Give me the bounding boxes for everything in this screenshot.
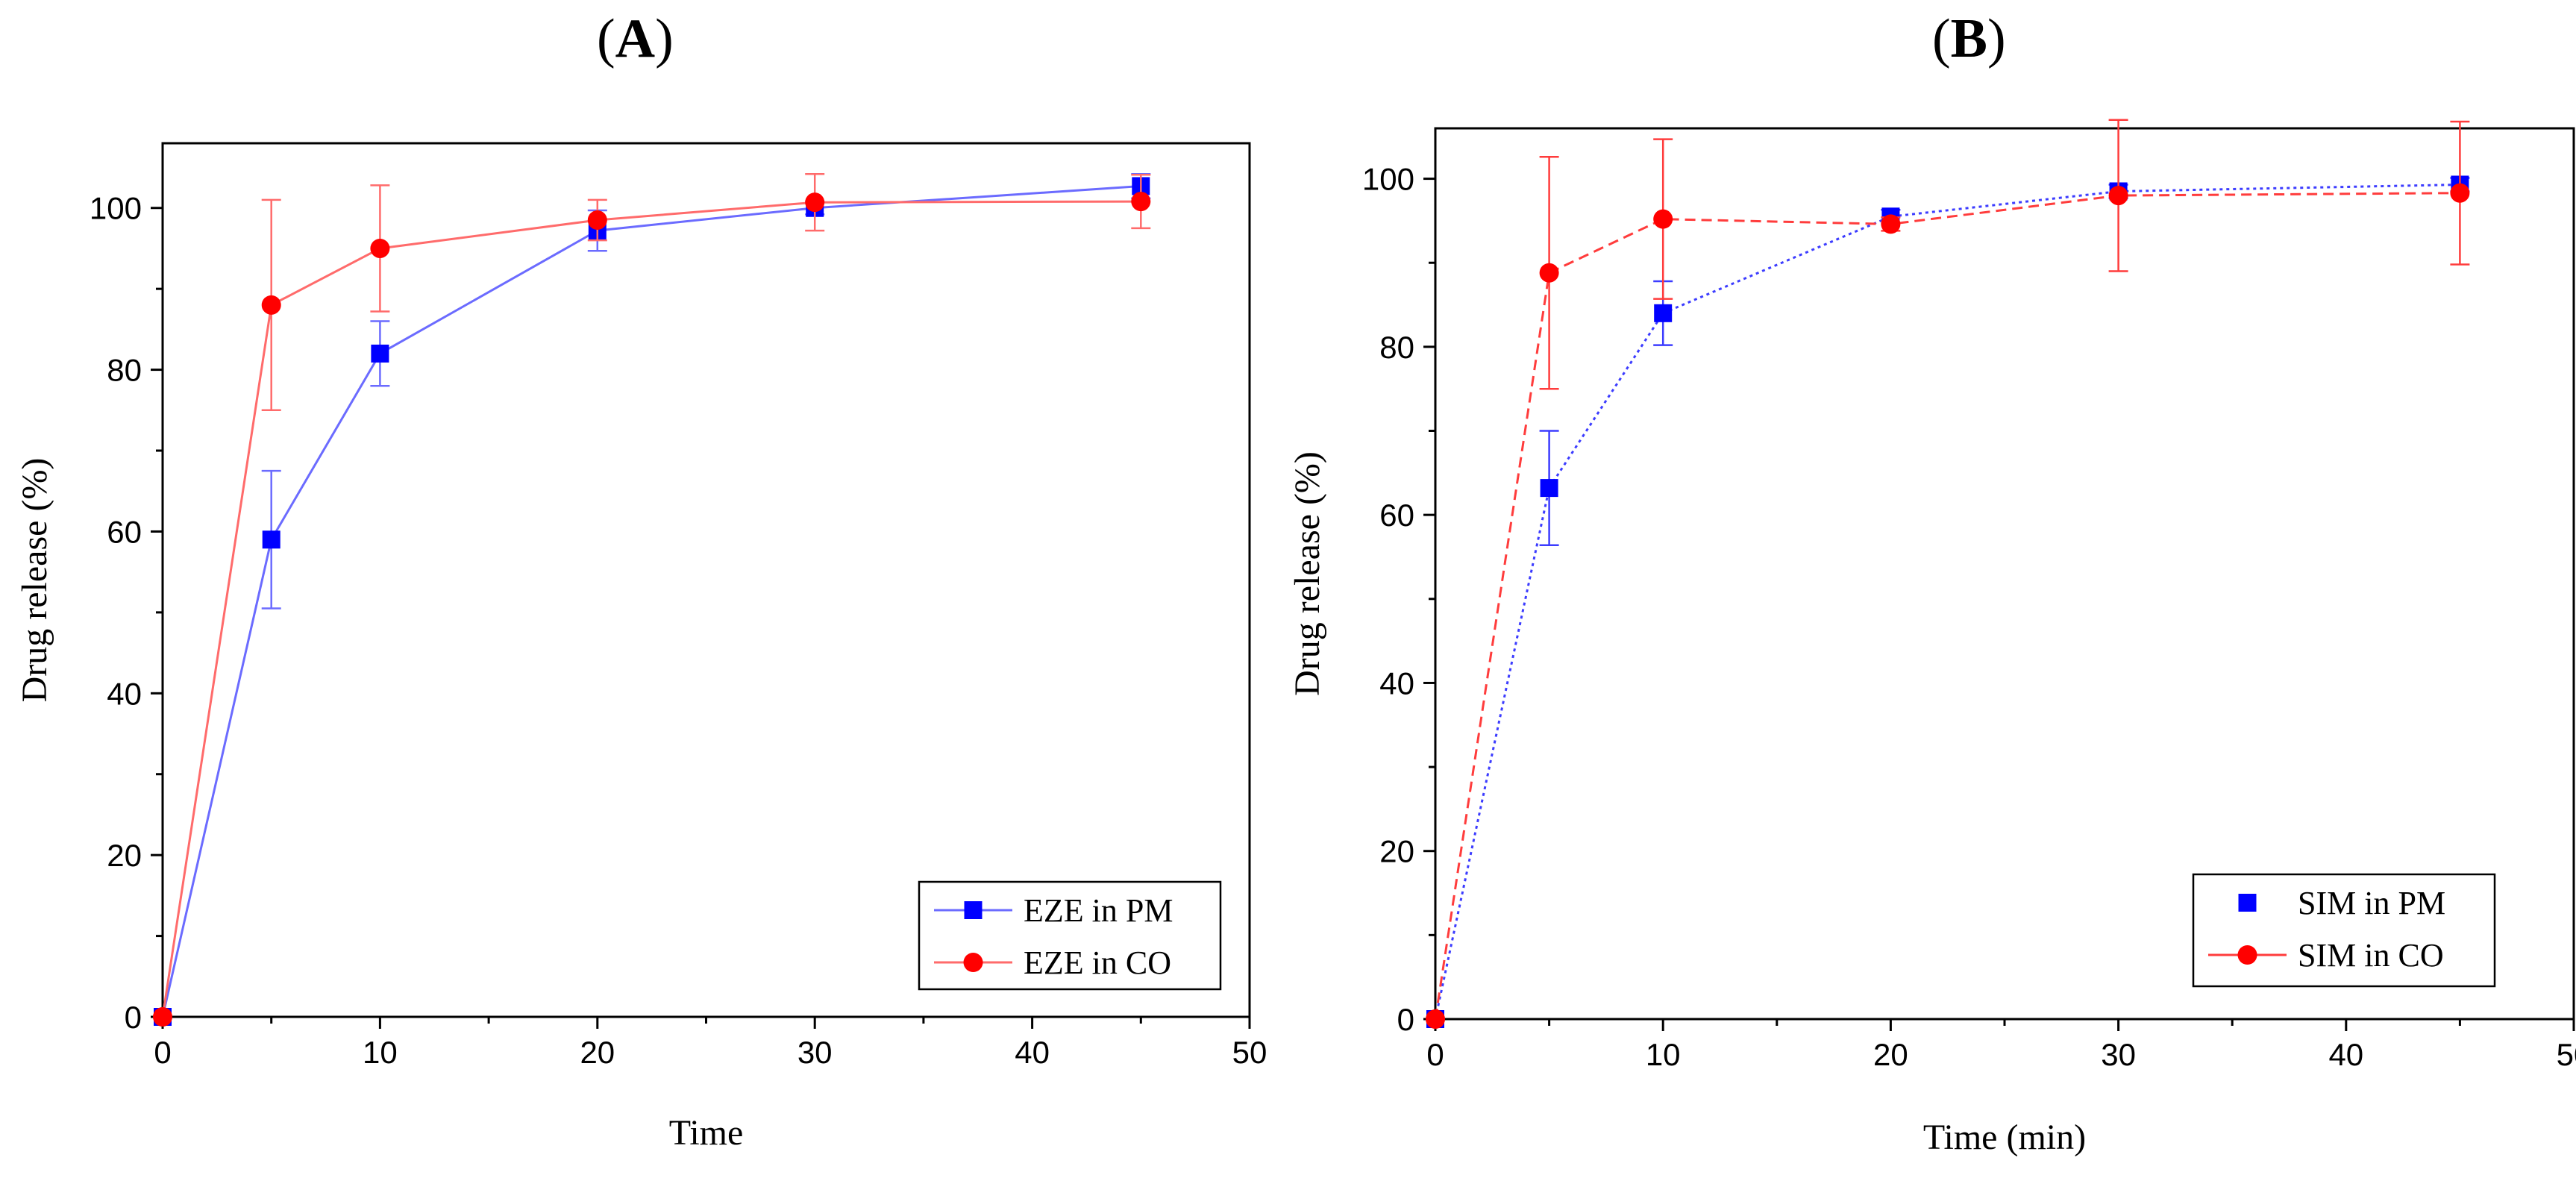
series-line (1434, 192, 2460, 1020)
y-axis-title: Drug release (%) (15, 458, 54, 703)
y-tick-label: 20 (107, 838, 142, 873)
y-tick-label: 80 (1379, 330, 1414, 365)
series-eze-in-co (153, 172, 1151, 1027)
legend-box (918, 880, 1222, 991)
data-point (262, 530, 281, 549)
x-axis-title: Time (669, 1113, 744, 1153)
panel-label-b: (B) (1932, 8, 2006, 69)
data-point (2108, 186, 2128, 206)
legend-marker (2237, 945, 2257, 965)
data-point (1539, 263, 1559, 283)
legend: SIM in PM SIM in CO (2192, 873, 2496, 988)
x-tick-label: 30 (797, 1035, 833, 1070)
series-line (161, 200, 1141, 1018)
series-line (1434, 184, 2460, 1020)
legend-box (2192, 873, 2496, 988)
data-point (587, 210, 607, 231)
y-tick-label: 80 (107, 353, 142, 388)
x-tick-label: 40 (2328, 1037, 2363, 1072)
y-axis-title: Drug release (%) (1288, 451, 1327, 696)
chart-b: 0 10 20 30 40 50 0 20 40 60 80 100 Time (min) Drug re… (1288, 119, 2576, 1157)
data-point (1540, 479, 1558, 498)
data-point (1426, 1009, 1445, 1029)
data-point (153, 1007, 172, 1027)
data-point (1654, 304, 1673, 322)
data-point (805, 192, 825, 213)
y-tick-label: 100 (90, 191, 142, 226)
data-point (370, 238, 390, 258)
data-point (1881, 214, 1901, 234)
y-tick-label: 40 (107, 676, 142, 711)
legend-marker (964, 901, 983, 919)
data-point (371, 344, 389, 363)
y-tick-label: 60 (1379, 498, 1414, 533)
x-tick-label: 30 (2101, 1037, 2136, 1072)
data-point (1653, 209, 1673, 229)
y-tick-label: 20 (1379, 834, 1414, 869)
y-tick-label: 60 (107, 514, 142, 549)
x-axis-title: Time (min) (1923, 1118, 2086, 1157)
chart-a: 0 10 20 30 40 50 0 20 40 60 80 100 Time Drug release … (15, 142, 1267, 1153)
y-tick-label: 40 (1379, 665, 1414, 701)
legend-label: SIM in CO (2298, 937, 2444, 974)
x-tick-label: 0 (1426, 1037, 1444, 1072)
x-tick-label: 10 (1646, 1037, 1681, 1072)
data-point (2450, 183, 2470, 203)
y-tick-label: 0 (1397, 1002, 1414, 1037)
x-tick-label: 0 (154, 1035, 171, 1070)
legend-label: EZE in CO (1024, 944, 1171, 981)
x-tick-label: 50 (1232, 1035, 1267, 1070)
y-tick-label: 100 (1362, 162, 1414, 197)
series-sim-in-co (1426, 119, 2470, 1029)
x-tick-label: 50 (2557, 1037, 2576, 1072)
x-tick-label: 20 (1873, 1037, 1908, 1072)
data-point (261, 295, 281, 315)
x-tick-label: 40 (1015, 1035, 1050, 1070)
legend: EZE in PM EZE in CO (918, 880, 1222, 991)
data-point (1131, 192, 1151, 212)
legend-label: SIM in PM (2298, 885, 2445, 921)
x-tick-label: 10 (363, 1035, 398, 1070)
x-tick-label: 20 (580, 1035, 615, 1070)
series-line (161, 185, 1141, 1018)
y-tick-label: 0 (125, 1000, 142, 1035)
legend-marker (2238, 894, 2257, 912)
panel-label-a: (A) (597, 8, 674, 69)
legend-marker (963, 953, 983, 972)
legend-label: EZE in PM (1024, 892, 1173, 929)
